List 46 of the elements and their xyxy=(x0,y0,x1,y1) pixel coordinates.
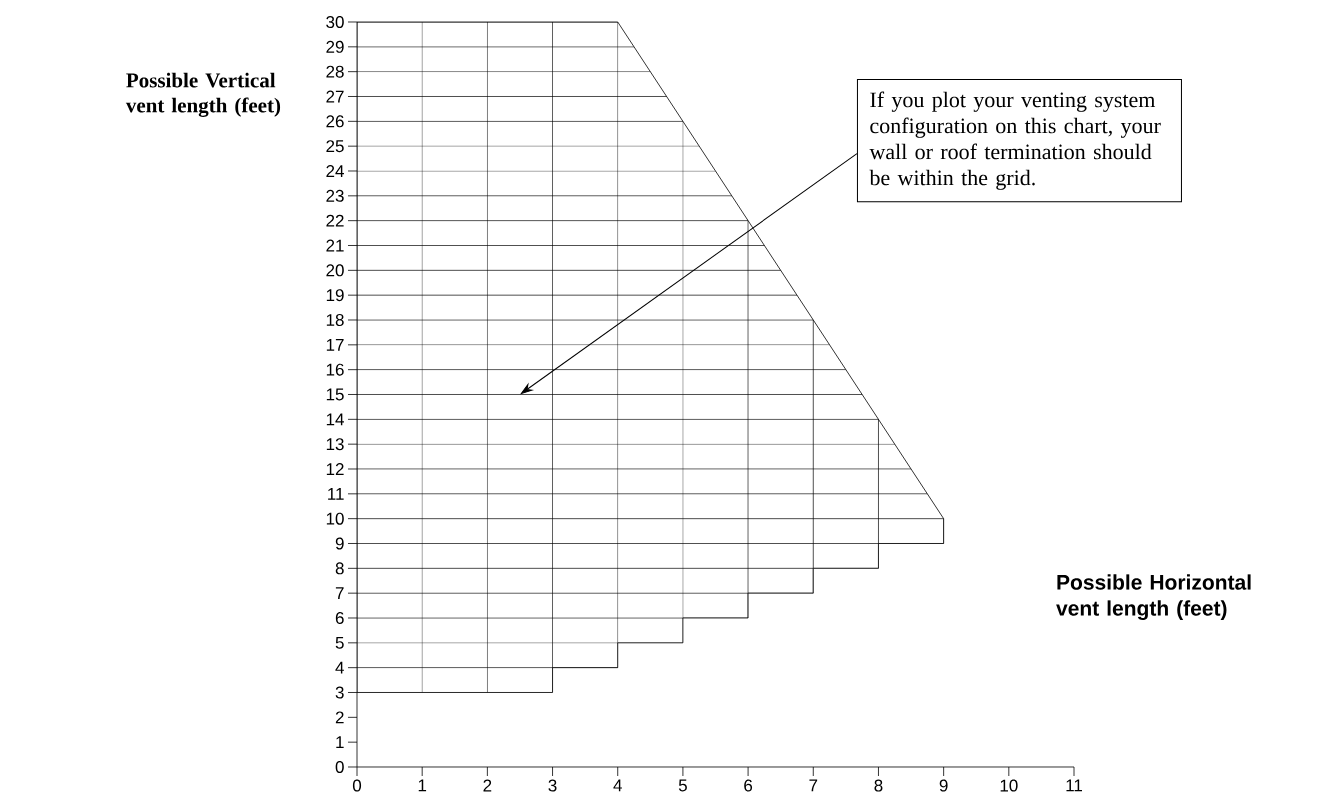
y-tick-label: 20 xyxy=(326,264,344,277)
y-tick-label: 29 xyxy=(326,40,344,53)
x-tick-label: 11 xyxy=(1066,779,1082,792)
y-tick-label: 23 xyxy=(326,189,344,202)
y-tick-label: 9 xyxy=(335,537,344,550)
y-tick-label: 3 xyxy=(335,686,344,699)
y-tick-label: 28 xyxy=(326,65,344,78)
y-axis-title: Possible Vertical vent length (feet) xyxy=(125,72,281,117)
y-tick-label: 0 xyxy=(335,760,344,774)
y-tick-label: 6 xyxy=(335,611,344,625)
y-tick-label: 30 xyxy=(326,15,344,29)
x-tick-label: 9 xyxy=(939,779,948,792)
x-tick-label: 1 xyxy=(418,779,427,792)
y-tick-label: 24 xyxy=(326,165,344,177)
y-tick-label: 2 xyxy=(335,711,344,724)
x-tick-label: 6 xyxy=(744,779,753,792)
y-tick-label: 5 xyxy=(335,636,344,649)
y-tick-label: 15 xyxy=(326,388,344,401)
y-tick-label: 14 xyxy=(326,413,344,426)
x-tick-label: 4 xyxy=(613,779,622,792)
y-tick-label: 25 xyxy=(326,140,344,153)
y-tick-label: 16 xyxy=(326,363,344,376)
y-tick-label: 22 xyxy=(326,214,344,227)
y-tick-label: 17 xyxy=(326,338,344,351)
y-tick-label: 7 xyxy=(335,587,344,600)
x-tick-label: 2 xyxy=(483,779,492,792)
y-tick-label: 8 xyxy=(335,562,344,575)
y-tick-label: 26 xyxy=(326,115,344,128)
y-tick-label: 12 xyxy=(326,463,344,475)
x-axis-title: Possible Horizontal vent length (feet) xyxy=(1056,574,1251,621)
x-tick-label: 10 xyxy=(1000,779,1018,792)
y-tick-label: 21 xyxy=(326,239,344,252)
y-tick-label: 19 xyxy=(326,289,344,302)
y-tick-label: 11 xyxy=(328,487,344,500)
y-tick-label: 1 xyxy=(336,736,344,749)
y-tick-label: 18 xyxy=(326,313,344,327)
x-tick-label: 5 xyxy=(678,779,687,792)
y-tick-label: 27 xyxy=(326,90,344,103)
y-tick-label: 4 xyxy=(335,661,344,674)
y-tick-label: 13 xyxy=(326,438,344,451)
x-tick-label: 0 xyxy=(352,779,362,792)
x-tick-label: 3 xyxy=(548,779,557,792)
x-tick-label: 7 xyxy=(809,779,818,792)
y-tick-label: 10 xyxy=(326,512,344,525)
x-tick-label: 8 xyxy=(874,779,883,792)
annotation: If you plot your venting system configuration on this chart, your wall or roof termination should be within the grid. xyxy=(869,91,1161,190)
